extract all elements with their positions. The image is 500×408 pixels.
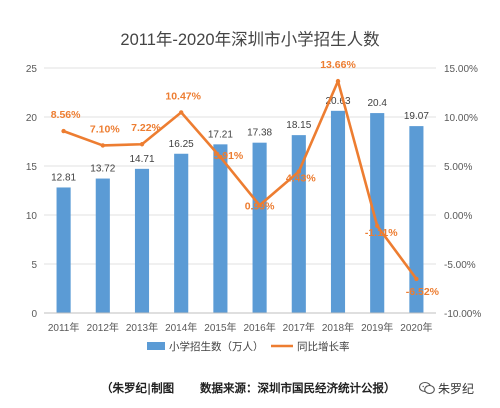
x-tick-label: 2017年 — [283, 321, 315, 334]
chat-bubble-icon — [419, 381, 435, 395]
watermark-text: 朱罗纪 — [438, 381, 475, 396]
bar-value-label: 17.38 — [247, 128, 272, 139]
y-right-tick-label: 15.00% — [444, 64, 478, 75]
bar — [409, 126, 424, 313]
growth-value-label: 8.56% — [51, 109, 81, 121]
legend-label-line: 同比增长率 — [297, 340, 350, 353]
bar — [330, 110, 346, 314]
credit-text: （朱罗纪|制图 — [101, 381, 175, 395]
growth-value-label: 13.66% — [320, 59, 356, 71]
bar-value-label: 20.63 — [325, 96, 350, 107]
footer: （朱罗纪|制图 数据来源：深圳市国民经济统计公报） 朱罗纪 — [0, 378, 500, 400]
bar-value-label: 14.71 — [129, 154, 154, 165]
y-left-tick-label: 0 — [31, 309, 37, 320]
bar-value-label: 20.4 — [367, 98, 387, 109]
bar — [95, 178, 110, 313]
y-right-tick-label: 0.00% — [444, 211, 472, 222]
bar — [213, 144, 228, 313]
chart: 2011年-2020年深圳市小学招生人数 0 5 10 15 20 25 -10.00% -5.… — [26, 30, 481, 353]
growth-point — [61, 128, 66, 134]
legend-label-bar: 小学招生数（万人） — [169, 340, 264, 353]
y-left-tick-label: 25 — [26, 64, 38, 75]
growth-value-label: 7.22% — [131, 122, 161, 134]
growth-value-label: -6.52% — [406, 286, 440, 298]
x-tick-label: 2013年 — [126, 321, 158, 334]
bar-value-label: 19.07 — [404, 111, 429, 122]
bar-value-label: 18.15 — [286, 120, 311, 131]
chart-title: 2011年-2020年深圳市小学招生人数 — [120, 30, 380, 49]
bar — [370, 113, 385, 313]
growth-point — [257, 203, 262, 208]
bar-value-label: 13.72 — [90, 164, 115, 175]
y-right-tick-label: 10.00% — [444, 113, 478, 124]
x-tick-label: 2012年 — [87, 321, 119, 334]
x-tick-label: 2019年 — [361, 321, 393, 334]
y-right-tick-label: 5.00% — [444, 162, 472, 173]
growth-point — [335, 78, 341, 84]
bar-value-label: 17.21 — [208, 129, 233, 140]
x-tick-label: 2011年 — [48, 321, 80, 334]
growth-line — [63, 79, 418, 280]
bar — [134, 168, 150, 313]
growth-value-label: 10.47% — [165, 90, 201, 102]
growth-value-label: 5.91% — [214, 150, 244, 162]
x-tick-label: 2015年 — [204, 321, 236, 334]
x-tick-label: 2020年 — [400, 321, 432, 334]
y-left-tick-label: 10 — [26, 211, 38, 222]
y-left-tick-label: 20 — [26, 113, 38, 124]
x-tick-label: 2018年 — [322, 321, 354, 334]
source-text: 数据来源：深圳市国民经济统计公报） — [200, 381, 396, 395]
growth-value-label: 4.43% — [286, 173, 316, 185]
bar — [56, 187, 71, 313]
growth-point — [179, 110, 184, 115]
watermark: 朱罗纪 — [419, 378, 474, 398]
growth-value-label: 0.99% — [245, 200, 275, 212]
bar — [291, 135, 306, 313]
growth-point — [100, 143, 106, 148]
growth-point — [375, 223, 380, 229]
y-left-tick-label: 15 — [26, 162, 38, 173]
growth-value-label: 7.10% — [90, 123, 120, 135]
growth-point — [296, 169, 301, 174]
x-tick-label: 2016年 — [243, 321, 275, 334]
growth-point — [414, 276, 419, 282]
bar-value-label: 16.25 — [169, 139, 194, 150]
bar-value-label: 12.81 — [51, 172, 76, 183]
growth-value-label: -1.11% — [365, 227, 398, 239]
y-right-tick-label: -10.00% — [444, 309, 481, 320]
y-right-tick-label: -5.00% — [444, 260, 476, 271]
bar — [252, 142, 267, 313]
growth-point — [139, 142, 145, 147]
x-tick-label: 2014年 — [165, 321, 197, 334]
legend-swatch-bar — [147, 342, 165, 350]
bar — [174, 153, 189, 313]
y-left-tick-label: 5 — [31, 260, 37, 271]
growth-point — [218, 154, 223, 160]
